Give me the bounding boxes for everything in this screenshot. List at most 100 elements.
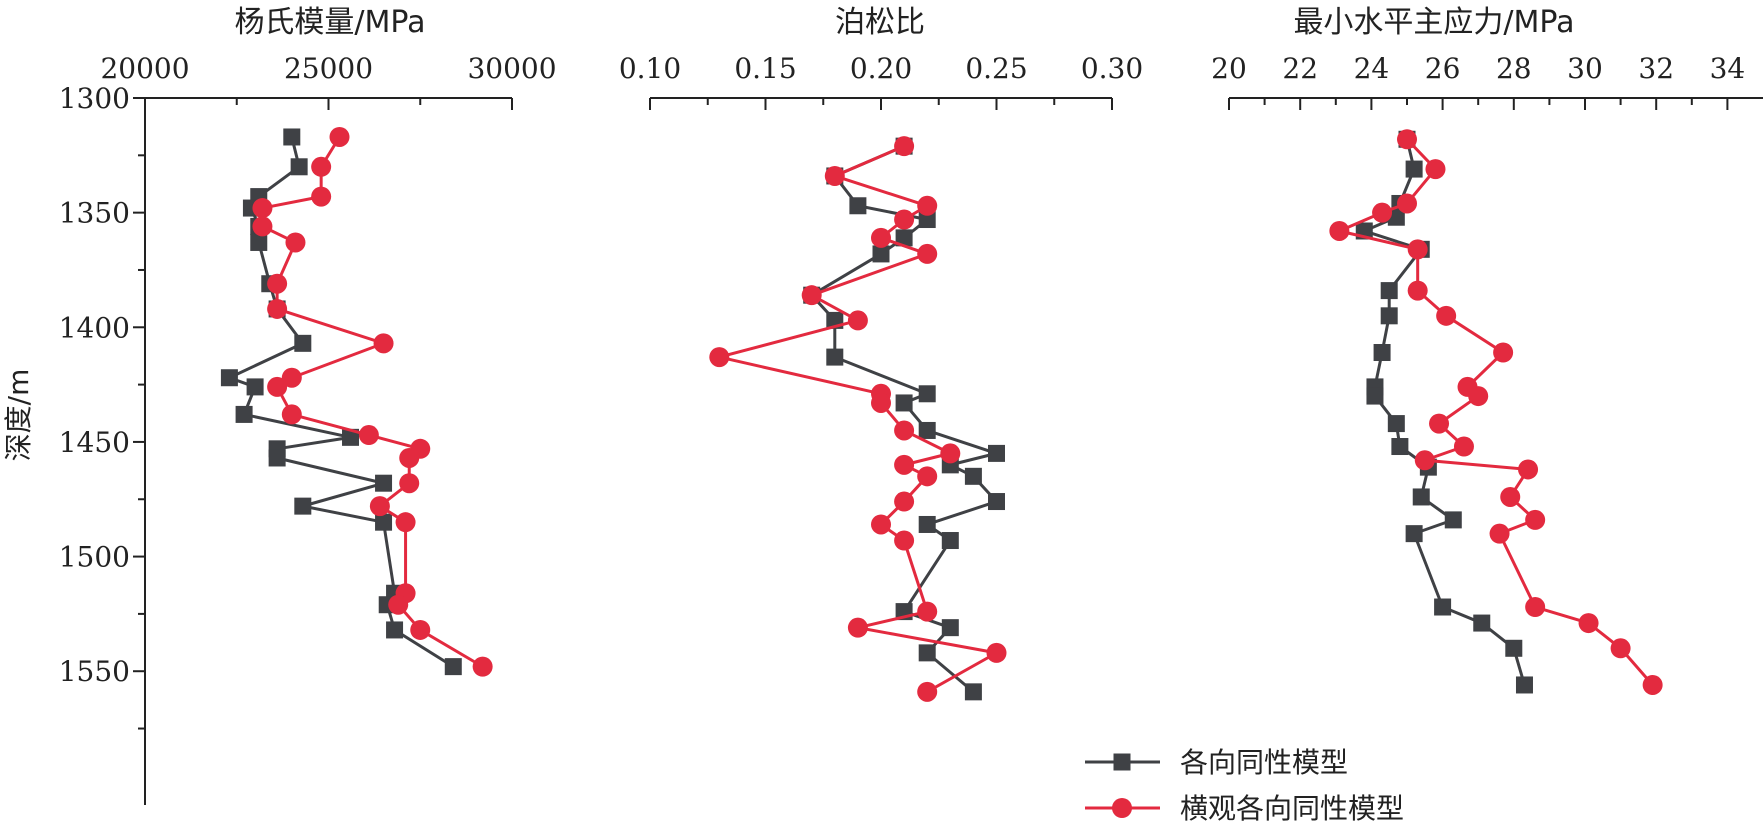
depth-tick-label: 1550 (59, 655, 130, 688)
legend-item-tti: 横观各向同性模型 (1085, 792, 1404, 825)
data-point-square (988, 444, 1005, 462)
data-point-circle (267, 298, 288, 319)
legend-label: 各向同性模型 (1180, 746, 1348, 779)
series-line (260, 136, 484, 668)
data-point-square (1515, 676, 1533, 694)
series-line (810, 144, 998, 693)
data-point-circle (329, 126, 350, 147)
data-point-circle (894, 420, 915, 441)
x-tick-label: 26 (1425, 52, 1461, 85)
data-point-square (918, 421, 936, 439)
data-point-circle (311, 156, 332, 177)
data-point-square (895, 229, 913, 247)
data-point-circle (1425, 159, 1446, 180)
data-point-circle (285, 232, 306, 253)
depth-tick-label: 1450 (59, 426, 130, 459)
data-point-circle (871, 392, 891, 413)
legend-label: 横观各向同性模型 (1180, 792, 1404, 825)
data-point-square (250, 233, 268, 251)
data-point-square (1473, 614, 1491, 632)
data-point-square (1434, 598, 1452, 616)
data-point-circle (709, 347, 730, 368)
data-point-square (294, 334, 312, 352)
panel-title: 杨氏模量/MPa (234, 5, 425, 40)
data-point-circle (824, 165, 845, 186)
x-tick-label: 0.15 (734, 52, 796, 85)
data-point-circle (267, 273, 288, 294)
data-point-square (375, 513, 393, 531)
data-point-square (1380, 282, 1398, 300)
data-point-square (283, 128, 301, 146)
data-point-circle (940, 443, 961, 464)
data-point-square (1505, 639, 1523, 657)
data-point-square (1380, 307, 1398, 325)
x-tick-label: 24 (1354, 52, 1390, 85)
data-point-square (964, 467, 982, 485)
legend-square-marker (1113, 753, 1131, 771)
data-point-square (918, 385, 936, 403)
data-point-circle (311, 186, 332, 207)
data-point-circle (871, 227, 891, 248)
data-point-square (342, 428, 360, 446)
data-point-circle (388, 594, 409, 615)
data-point-circle (1518, 459, 1539, 480)
data-point-circle (1453, 436, 1474, 457)
data-point-square (941, 532, 959, 550)
x-tick-label: 22 (1282, 52, 1318, 85)
panel-3: 最小水平主应力/MPa 20 22 24 26 28 30 32 34 (1211, 5, 1763, 695)
data-point-circle (871, 514, 891, 535)
data-point-circle (358, 425, 379, 446)
data-point-circle (1414, 450, 1435, 471)
legend-circle-marker (1112, 798, 1132, 818)
data-point-square (246, 378, 264, 396)
data-point-circle (894, 454, 915, 475)
data-point-circle (894, 491, 915, 512)
data-point-circle (1372, 202, 1393, 223)
panel-title: 泊松比 (835, 5, 925, 40)
x-tick-label: 30000 (467, 52, 556, 85)
data-point-square (375, 474, 393, 492)
data-point-circle (252, 216, 273, 237)
data-point-circle (1525, 597, 1546, 618)
depth-tick-label: 1500 (59, 541, 130, 574)
series-isotropic (220, 128, 462, 676)
data-point-circle (1429, 413, 1450, 434)
data-point-circle (894, 530, 915, 551)
data-point-square (1412, 488, 1430, 506)
series-transverse-isotropic (252, 126, 493, 677)
series-transverse-isotropic (709, 136, 1007, 702)
data-point-circle (917, 195, 938, 216)
data-point-square (386, 621, 404, 639)
x-tick-label: 0.20 (850, 52, 912, 85)
data-point-circle (252, 198, 273, 219)
data-point-circle (1397, 129, 1417, 150)
data-point-circle (1468, 386, 1489, 407)
data-point-square (918, 644, 936, 662)
data-point-circle (1642, 674, 1663, 695)
x-tick-label: 0.30 (1081, 52, 1143, 85)
data-point-circle (917, 243, 938, 264)
panel-2: 泊松比 0.10 0.15 0.20 0.25 0.30 (619, 5, 1143, 702)
data-point-circle (894, 209, 915, 230)
data-point-circle (1493, 342, 1514, 363)
data-point-circle (986, 642, 1007, 663)
data-point-square (1387, 415, 1405, 433)
depth-tick-label: 1300 (59, 82, 130, 115)
x-tick-label: 32 (1638, 52, 1674, 85)
data-point-circle (894, 136, 915, 157)
chart-panels: 杨氏模量/MPa 20000 25000 30000 泊松比 0.10 0.15 0.20 0.… (100, 5, 1763, 702)
x-tick-label: 20000 (100, 52, 189, 85)
depth-axis: 1300 1350 1400 1450 1500 1550 深度/m (2, 82, 146, 805)
data-point-circle (399, 447, 420, 468)
data-point-square (268, 449, 286, 467)
depth-axis-title: 深度/m (2, 369, 35, 462)
x-tick-label: 0.25 (965, 52, 1027, 85)
depth-tick-label: 1350 (59, 197, 130, 230)
data-point-square (895, 394, 913, 412)
legend-item-iso: 各向同性模型 (1085, 746, 1348, 779)
data-point-circle (801, 285, 822, 306)
data-point-square (1366, 387, 1384, 405)
data-point-square (1391, 438, 1409, 456)
